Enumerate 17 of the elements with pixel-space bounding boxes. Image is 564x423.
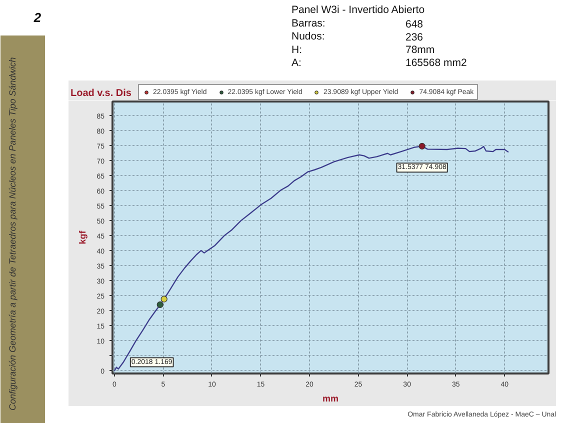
text: 2 <box>32 10 42 25</box>
point <box>418 142 426 150</box>
text: Nudos: <box>292 30 325 42</box>
text: Configuración Geometría a partir de Tetraedros para Núcleos en Paneles Tipo Sándwich <box>8 57 18 410</box>
text: H: <box>292 44 302 56</box>
text: 78mm <box>406 44 435 56</box>
text: 236 <box>406 32 424 44</box>
text: 165568 mm2 <box>406 57 467 69</box>
point <box>160 296 168 302</box>
text: Barras: <box>292 18 326 30</box>
x-axis-title: mm <box>322 394 339 404</box>
text: Panel W3i - Invertido Abierto <box>292 4 425 16</box>
text: A: <box>292 57 302 69</box>
y-axis-title: kgf <box>78 230 88 244</box>
text: 648 <box>406 18 424 30</box>
point <box>156 301 164 308</box>
chart-title: Load v.s. Dis <box>70 88 132 99</box>
